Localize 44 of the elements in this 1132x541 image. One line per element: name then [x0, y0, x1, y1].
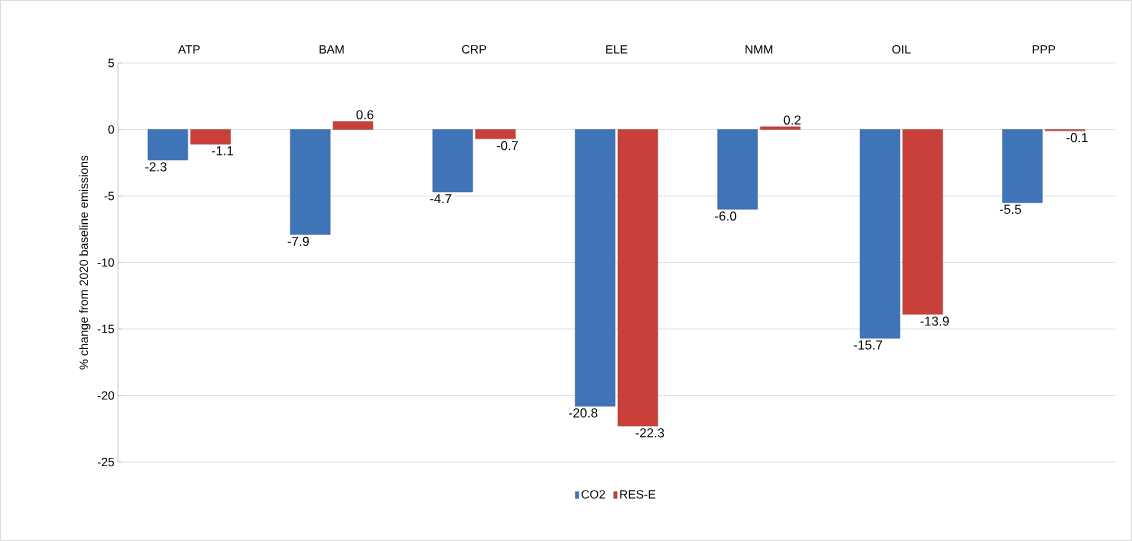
- y-axis-title: % change from 2020 baseline emissions: [79, 155, 91, 370]
- x-tick-label: BAM: [319, 45, 344, 54]
- y-tick-label: 5: [108, 58, 114, 68]
- data-label: 0.2: [783, 115, 801, 125]
- data-label: -0.7: [496, 141, 518, 151]
- bar: [332, 121, 374, 130]
- bar: [147, 129, 188, 161]
- y-tick-label: -15: [97, 324, 114, 334]
- x-tick-label: ELE: [606, 45, 628, 54]
- data-label: -22.3: [635, 428, 665, 438]
- data-label: -4.7: [430, 194, 452, 204]
- data-label: -20.8: [569, 408, 598, 418]
- data-label: -1.1: [211, 146, 234, 156]
- y-tick-label: -25: [97, 457, 114, 467]
- data-label: -15.7: [853, 340, 883, 350]
- data-label: 0.6: [356, 110, 374, 120]
- bar: [617, 129, 658, 427]
- legend-label: CO2: [581, 490, 605, 499]
- bar: [475, 129, 516, 140]
- bar: [717, 129, 758, 210]
- x-tick-label: PPP: [1032, 45, 1056, 54]
- y-tick-label: 0: [108, 125, 115, 134]
- x-tick-label: CRP: [462, 45, 487, 54]
- data-label: -5.5: [999, 204, 1022, 214]
- data-label: -13.9: [920, 316, 949, 326]
- x-tick-label: ATP: [178, 45, 200, 54]
- y-tick-label: -10: [97, 258, 115, 267]
- y-tick-label: -5: [104, 191, 114, 201]
- data-label: -0.1: [1066, 133, 1088, 143]
- bar: [760, 126, 801, 130]
- data-label: -6.0: [715, 211, 737, 221]
- y-tick-label: -20: [97, 391, 115, 400]
- bar: [290, 129, 331, 235]
- data-label: -7.9: [287, 236, 309, 246]
- legend-label: RES-E: [620, 490, 656, 499]
- bar: [859, 129, 901, 339]
- x-tick-label: OIL: [892, 45, 911, 54]
- bar: [1002, 129, 1043, 203]
- bar: [574, 129, 616, 407]
- bar: [902, 129, 943, 315]
- bar: [432, 129, 473, 193]
- x-tick-label: NMM: [745, 45, 773, 54]
- data-label: -2.3: [145, 162, 167, 172]
- bar: [190, 129, 231, 145]
